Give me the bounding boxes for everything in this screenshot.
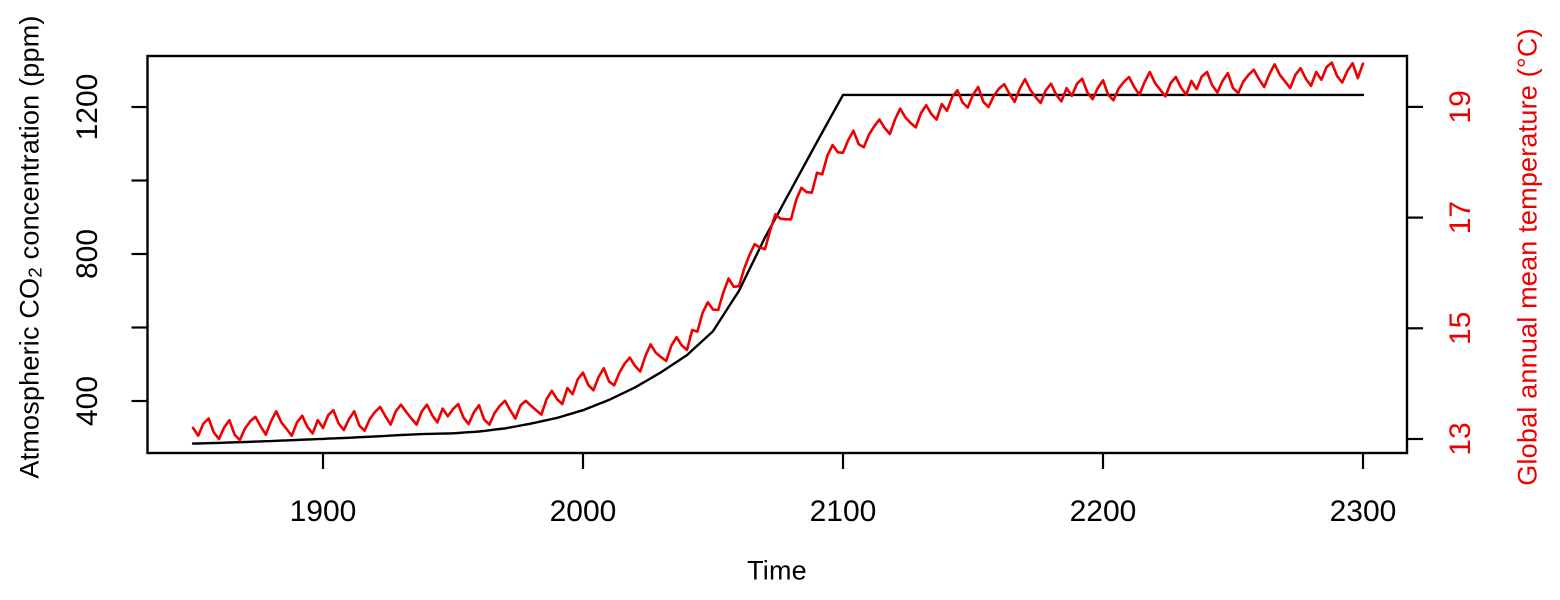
y-axis-right-tick-label: 17 (1444, 201, 1477, 234)
x-axis-tick-label: 2100 (810, 495, 877, 528)
y-axis-right-title: Global annual mean temperature (°C) (1512, 28, 1543, 486)
x-axis-tick-label: 2000 (550, 495, 617, 528)
y-axis-left-title-pre: Atmospheric CO (14, 277, 45, 479)
y-axis-left-tick-label: 400 (71, 376, 104, 426)
y-axis-left-title: Atmospheric CO2 concentration (ppm) (14, 15, 47, 479)
x-axis-tick-label: 2300 (1330, 495, 1397, 528)
y-axis-left-tick-label: 1200 (71, 74, 104, 141)
plot-frame (146, 54, 1409, 455)
y-axis-right-tick-label: 13 (1444, 422, 1477, 455)
x-axis-tick-label: 1900 (290, 495, 357, 528)
x-axis-title: Time (747, 555, 807, 586)
y-axis-left-title-sub: 2 (25, 267, 47, 278)
co2-line (191, 93, 1365, 445)
y-axis-left-title-post: concentration (ppm) (14, 15, 45, 268)
x-axis-tick-label: 2200 (1070, 495, 1137, 528)
y-axis-right-tick-label: 15 (1444, 312, 1477, 345)
y-axis-right-tick-label: 19 (1444, 90, 1477, 123)
temperature-line (191, 61, 1365, 442)
y-axis-left-tick-label: 800 (71, 229, 104, 279)
